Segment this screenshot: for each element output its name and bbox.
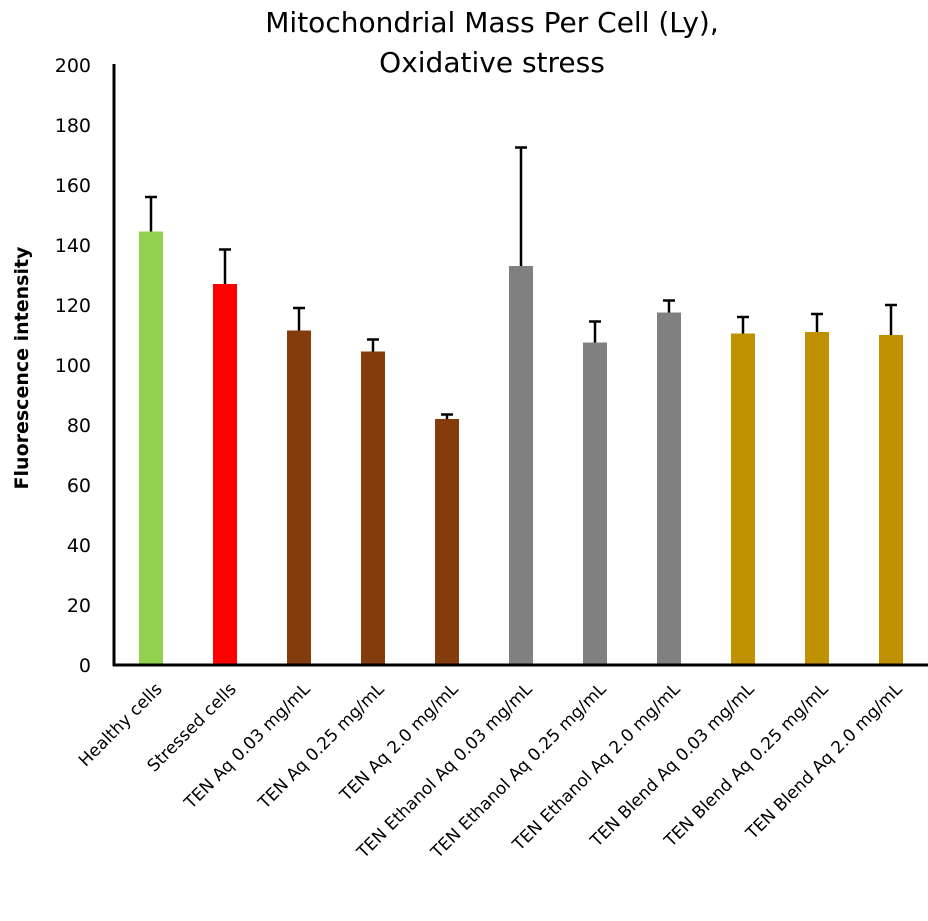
y-tick-label: 0 bbox=[79, 655, 91, 677]
bar bbox=[139, 231, 163, 665]
x-tick-label: TEN Aq 0.03 mg/mL bbox=[180, 679, 315, 814]
y-tick-label: 180 bbox=[55, 115, 91, 137]
error-bars-group bbox=[145, 146, 897, 419]
y-tick-label: 200 bbox=[55, 55, 91, 77]
chart-title-line-1: Mitochondrial Mass Per Cell (Ly), bbox=[265, 6, 718, 39]
bar bbox=[213, 284, 237, 665]
y-tick-labels: 0 20 40 60 80 100 120 140 160 180 200 bbox=[55, 55, 91, 677]
bar bbox=[509, 266, 533, 665]
x-tick-label: TEN Blend Aq 2.0 mg/mL bbox=[742, 679, 907, 844]
y-tick-label: 120 bbox=[55, 295, 91, 317]
bar bbox=[731, 333, 755, 665]
bar bbox=[657, 312, 681, 665]
bar bbox=[805, 332, 829, 665]
x-tick-label: TEN Aq 0.25 mg/mL bbox=[254, 679, 389, 814]
bar bbox=[879, 335, 903, 665]
chart-title-line-2: Oxidative stress bbox=[379, 46, 605, 79]
y-tick-label: 40 bbox=[67, 535, 91, 557]
bar bbox=[435, 419, 459, 665]
y-axis-label: Fluorescence intensity bbox=[11, 246, 33, 490]
bar bbox=[287, 330, 311, 665]
y-tick-label: 20 bbox=[67, 595, 91, 617]
bar bbox=[583, 342, 607, 665]
y-tick-label: 140 bbox=[55, 235, 91, 257]
y-tick-label: 60 bbox=[67, 475, 91, 497]
bar bbox=[361, 351, 385, 665]
y-tick-label: 80 bbox=[67, 415, 91, 437]
y-tick-label: 160 bbox=[55, 175, 91, 197]
bars-group bbox=[139, 231, 903, 665]
y-tick-label: 100 bbox=[55, 355, 91, 377]
